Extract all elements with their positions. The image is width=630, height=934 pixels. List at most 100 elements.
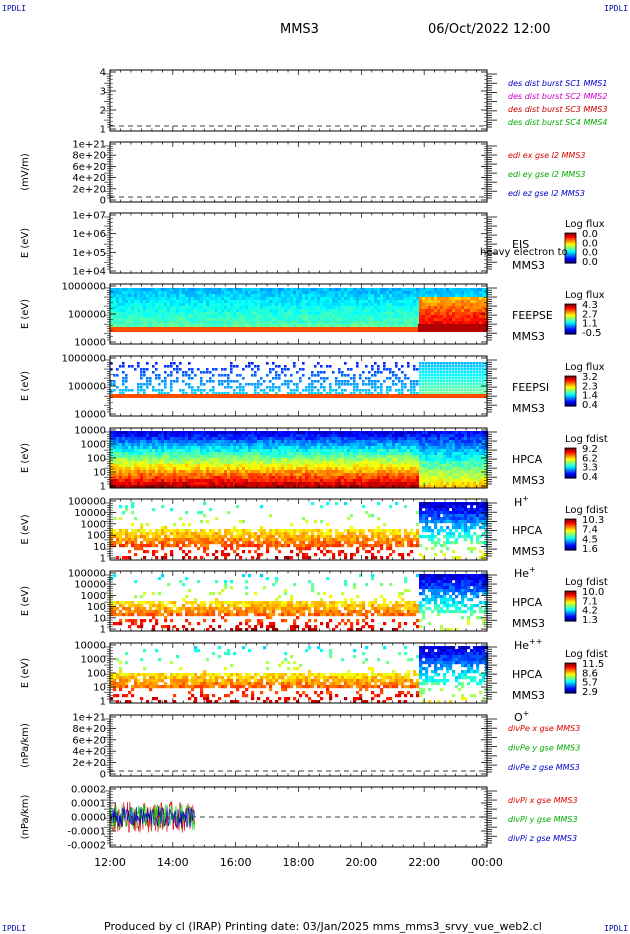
p6-cell [323,431,327,435]
p6-cell [110,443,114,447]
p4-cell [197,324,201,328]
p5-cell [170,380,173,383]
p6-cell [293,470,297,474]
p6-cell [290,464,294,468]
p6-cell [152,440,156,444]
p6-cell [245,434,249,438]
p6-cell [260,434,264,438]
p6-cell [275,443,279,447]
p4-cell [110,291,114,295]
p5-cell [230,380,233,383]
p5-cell [458,383,461,386]
p4-cell [269,291,273,295]
p6-cell [257,443,261,447]
p5-cell [155,368,158,371]
p4-cell [464,288,468,292]
p4-cell [269,297,273,301]
p4-cell [419,312,423,316]
p6-cell [128,482,132,486]
p5-cell [482,374,485,377]
p4-cell [296,318,300,322]
p3-ytick-label: 1e+06 [72,229,106,240]
p6-cell [188,443,192,447]
p6-cell [170,437,174,441]
p5-cell [206,368,209,371]
p6-cell [251,455,255,459]
p6-cell [194,440,198,444]
p6-cell [227,464,231,468]
p6-cell [188,434,192,438]
p5-cell [146,362,149,365]
p6-cell [335,434,339,438]
p6-cell [326,440,330,444]
p4-cell [296,321,300,325]
p4-cell [305,303,309,307]
p4-cell [389,312,393,316]
p6-cell [143,434,147,438]
p6-cell [278,464,282,468]
p6-cell [254,482,258,486]
p6-cell [140,455,144,459]
p4-cell [191,306,195,310]
p6-cell [272,455,276,459]
p6-cell [281,458,285,462]
p5-cell [176,365,179,368]
p4-cell [437,312,441,316]
p5-cell [137,392,140,395]
p6-cell [317,434,321,438]
p4-cell [224,312,228,316]
p6-cell [155,464,159,468]
p6-cell [212,479,216,483]
p4-cell [110,306,114,310]
p6-cell [134,431,138,435]
p4-cell [476,300,480,304]
p5-colorbar-step [565,396,576,398]
p6-cell [326,485,330,489]
p4-colorbar-step [565,325,576,327]
p6-cell [164,443,168,447]
p4-cell [206,288,210,292]
p6-cell [278,449,282,453]
p5-cell [422,386,425,389]
p5-cell [212,374,215,377]
p4-cell [185,312,189,316]
p5-cell [152,386,155,389]
p4-cell [404,312,408,316]
p6-cell [245,476,249,480]
p6-cell [137,455,141,459]
p5-cell [341,374,344,377]
p4-cell [239,306,243,310]
p5-colorbar-title: Log flux [565,362,605,373]
p6-cell [212,473,216,477]
p4-cell [209,294,213,298]
p6-cell [143,467,147,471]
p4-cell [452,315,456,319]
p5-cell [290,380,293,383]
p4-cell [290,288,294,292]
p6-cell [308,431,312,435]
p6-cell [143,443,147,447]
p6-cell [218,458,222,462]
p1-ytick-label: 2 [100,106,106,117]
p4-cell [194,312,198,316]
p5-cell [278,365,281,368]
p4-cell [482,315,486,319]
p5-cell [431,365,434,368]
p4-cell [158,318,162,322]
p4-cell [431,315,435,319]
p4-cell [215,315,219,319]
p4-cell [302,288,306,292]
p6-cell [182,452,186,456]
p6-cell [191,431,195,435]
p4-cell [284,324,288,328]
p4-cell [452,321,456,325]
p4-cell [275,315,279,319]
p5-cell [119,365,122,368]
p6-cell [308,437,312,441]
p6-cell [167,437,171,441]
p5-cell [251,362,254,365]
p5-cell [434,377,437,380]
p5-cell [422,374,425,377]
p6-cell [233,464,237,468]
p4-cell [452,306,456,310]
